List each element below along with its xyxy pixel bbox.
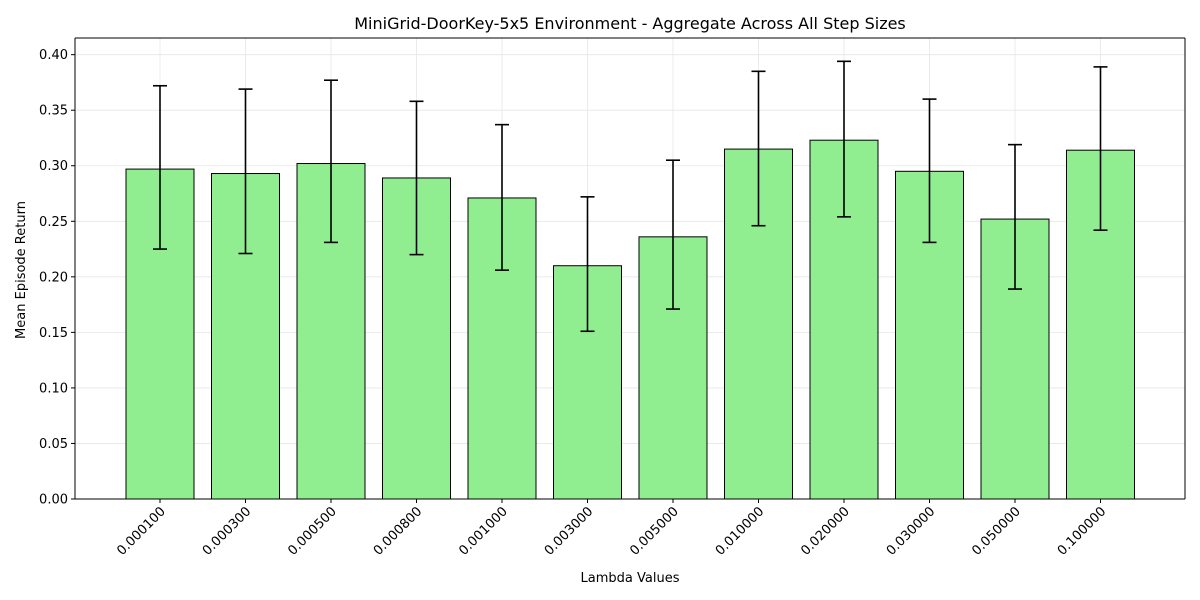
bars (125, 139, 1135, 500)
y-tick-label: 0.10 (39, 381, 68, 396)
x-tick-label: 0.003000 (542, 504, 596, 558)
y-tick-label: 0.30 (39, 159, 68, 174)
chart-title: MiniGrid-DoorKey-5x5 Environment - Aggre… (354, 14, 906, 33)
x-tick-label: 0.050000 (969, 504, 1023, 558)
x-tick-label: 0.000100 (114, 504, 168, 558)
x-axis-label: Lambda Values (581, 571, 680, 586)
y-axis: 0.00 0.05 0.10 0.15 0.20 0.25 0.30 0.35 0.40 (39, 38, 1186, 508)
y-tick-label: 0.35 (39, 104, 68, 119)
error-bars (153, 60, 1108, 333)
y-tick-label: 0.05 (39, 437, 68, 452)
x-tick-label: 0.020000 (798, 504, 852, 558)
x-tick-label: 0.000500 (285, 504, 339, 558)
x-tick-label: 0.100000 (1055, 504, 1109, 558)
y-tick-label: 0.25 (39, 215, 68, 230)
y-tick-label: 0.15 (39, 326, 68, 341)
x-tick-label: 0.030000 (884, 504, 938, 558)
x-tick-label: 0.001000 (456, 504, 510, 558)
x-tick-label: 0.000300 (200, 504, 254, 558)
y-tick-label: 0.00 (39, 493, 68, 508)
y-tick-label: 0.40 (39, 48, 68, 63)
x-tick-label: 0.010000 (713, 504, 767, 558)
bar (125, 168, 195, 500)
y-tick-label: 0.20 (39, 270, 68, 285)
x-tick-label: 0.000800 (371, 504, 425, 558)
y-axis-label: Mean Episode Return (14, 201, 29, 339)
x-tick-label: 0.005000 (627, 504, 681, 558)
